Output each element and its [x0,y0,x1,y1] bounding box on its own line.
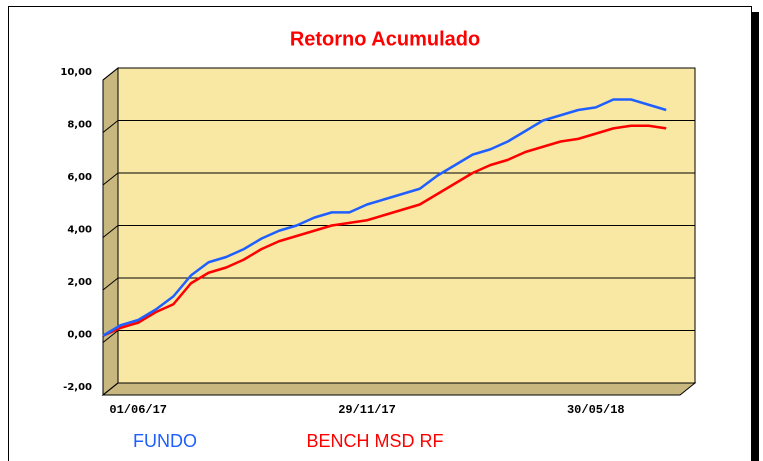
grid-line [102,382,119,396]
y-tick-label: 4,00 [67,225,92,236]
x-tick-label: 29/11/17 [338,403,396,417]
legend-label: FUNDO [133,431,197,451]
floor [101,382,697,396]
frame-shadow [752,12,759,461]
x-tick-label: 30/05/18 [567,403,625,417]
series-line [102,124,667,337]
chart-title: Retorno Acumulado [290,28,480,50]
y-tick-label: 10,00 [60,67,92,78]
grid-line [102,330,119,343]
grid-line [102,120,119,133]
y-tick-label: -2,00 [63,382,92,393]
y-tick-label: 2,00 [67,277,92,288]
grid-line [102,67,119,81]
grid-line [102,277,119,291]
series-line [102,98,667,337]
y-tick-label: 6,00 [67,172,92,183]
x-tick-label: 01/06/17 [109,403,167,417]
grid-line [102,225,119,238]
y-tick-label: 0,00 [67,330,92,341]
legend-label: BENCH MSD RF [306,431,443,451]
grid-line [102,172,119,186]
y-tick-label: 8,00 [67,120,92,131]
